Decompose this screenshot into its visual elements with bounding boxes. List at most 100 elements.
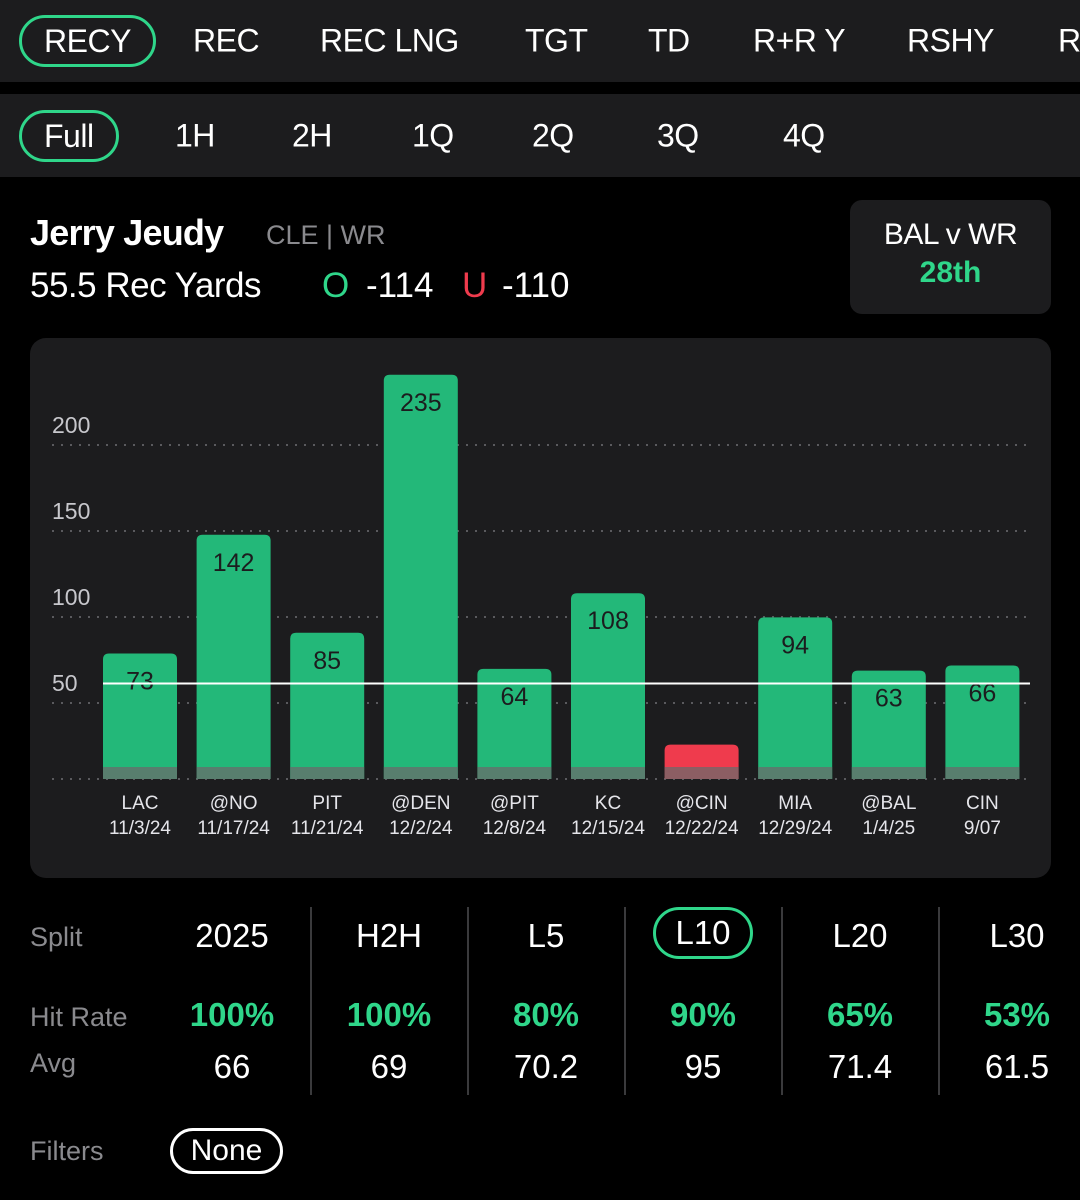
x-tick-opponent: MIA [778,793,812,814]
y-tick-label: 50 [52,670,78,696]
split-avg: 70.2 [513,1048,579,1085]
prop-line: 55.5 Rec Yards [30,266,262,305]
bar [103,653,177,779]
bar-base [290,767,365,779]
bar-base [383,767,458,779]
split-hit-rate: 100% [346,996,432,1033]
bar-base [103,767,177,779]
matchup-title: BAL v WR [883,218,1018,251]
bar-base [945,767,1020,779]
tab-overflow[interactable]: R [1058,22,1080,59]
bar [945,665,1020,779]
x-tick-opponent: LAC [122,793,159,814]
tab-rshy[interactable]: RSHY [907,22,994,59]
x-tick-date: 9/07 [964,818,1001,839]
x-tick-date: 12/29/24 [758,818,832,839]
x-tick-date: 1/4/25 [862,818,915,839]
y-tick-label: 100 [52,584,90,610]
divider [781,907,783,1095]
divider [938,907,940,1095]
x-tick-opponent: @PIT [490,793,539,814]
bar-value-label: 64 [500,683,528,711]
bar-value-label: 63 [875,685,903,713]
split-avg: 95 [684,1048,722,1085]
x-tick-date: 11/3/24 [109,818,171,839]
bar [477,668,552,779]
tab-rec[interactable]: REC [193,22,260,59]
tab-3q[interactable]: 3Q [657,117,699,153]
y-tick-label: 200 [52,412,90,438]
split-avg: 61.5 [984,1048,1050,1085]
x-tick-opponent: @DEN [391,793,450,814]
filters-label: Filters [30,1136,104,1166]
bar-value-label: 85 [313,647,341,675]
x-tick-opponent: KC [595,793,621,814]
x-tick-opponent: @CIN [676,793,728,814]
game-log-chart: 50 100 150 200 73 LAC 11/3/24 142 @NO 11/17/24 85 P… [30,338,1051,878]
tab-rec-lng[interactable]: REC LNG [320,22,459,59]
tab-td[interactable]: TD [648,22,690,59]
split-hit-rate: 80% [512,996,580,1033]
bar-value-label: 94 [781,631,809,659]
x-tick-date: 12/8/24 [483,818,547,839]
x-tick-date: 11/21/24 [291,818,364,839]
tab-rry[interactable]: R+R Y [753,22,846,59]
split-avg: 71.4 [827,1048,893,1085]
bar-value-label: 142 [213,549,255,577]
bar-base [571,767,645,779]
over-odds[interactable]: -114 [366,266,434,305]
bar [851,670,926,779]
matchup-rank: 28th [919,256,982,289]
y-tick-label: 150 [52,498,90,524]
x-tick-date: 12/22/24 [665,818,739,839]
split-name: 2025 [195,917,269,954]
player-team-position: CLE | WR [266,220,386,250]
x-tick-date: 12/2/24 [389,818,453,839]
bar-chart: 50 100 150 200 73 LAC 11/3/24 142 @NO 11/17/24 85 P… [52,374,1030,839]
bar [196,534,271,779]
split-name-active: L10 [653,907,753,959]
tab-recy[interactable]: RECY [19,15,156,67]
tab-2h[interactable]: 2H [292,117,332,153]
under-label: U [462,266,488,305]
split-hit-rate: 65% [826,996,894,1033]
bar-base [196,767,271,779]
bar-value-label: 235 [400,389,442,417]
bar [758,617,833,779]
tab-1q[interactable]: 1Q [412,117,454,153]
split-avg: 66 [213,1048,251,1085]
stat-tab-bar: RECY REC REC LNG TGT TD R+R Y RSHY R [0,0,1080,82]
bar-base [664,767,739,779]
split-name: L30 [989,917,1045,954]
split-hit-rate: 100% [189,996,275,1033]
bar [383,374,458,779]
split-name: L20 [832,917,888,954]
tab-2q[interactable]: 2Q [532,117,574,153]
tab-full[interactable]: Full [19,109,119,162]
split-label: Split [30,922,83,952]
x-tick-date: 12/15/24 [571,818,645,839]
divider [467,907,469,1095]
divider [310,907,312,1095]
filters-button[interactable]: None [170,1128,283,1174]
divider [624,907,626,1095]
split-name: L5 [527,917,565,954]
hit-rate-label: Hit Rate [30,1002,128,1032]
tab-tgt[interactable]: TGT [525,22,588,59]
under-odds[interactable]: -110 [502,266,570,305]
x-tick-opponent: @BAL [861,793,916,814]
tab-4q[interactable]: 4Q [783,117,825,153]
tab-1h[interactable]: 1H [175,117,215,153]
x-tick-date: 11/17/24 [197,818,270,839]
over-label: O [322,266,350,305]
split-name: H2H [355,917,423,954]
matchup-card[interactable]: BAL v WR 28th [850,200,1051,314]
bar-value-label: 108 [587,607,629,635]
period-tab-bar: Full 1H 2H 1Q 2Q 3Q 4Q [0,94,1080,177]
bar-base [477,767,552,779]
x-tick-opponent: PIT [312,793,342,814]
bar-base [851,767,926,779]
bar [290,632,365,779]
split-hit-rate: 53% [983,996,1051,1033]
avg-label: Avg [30,1048,77,1078]
